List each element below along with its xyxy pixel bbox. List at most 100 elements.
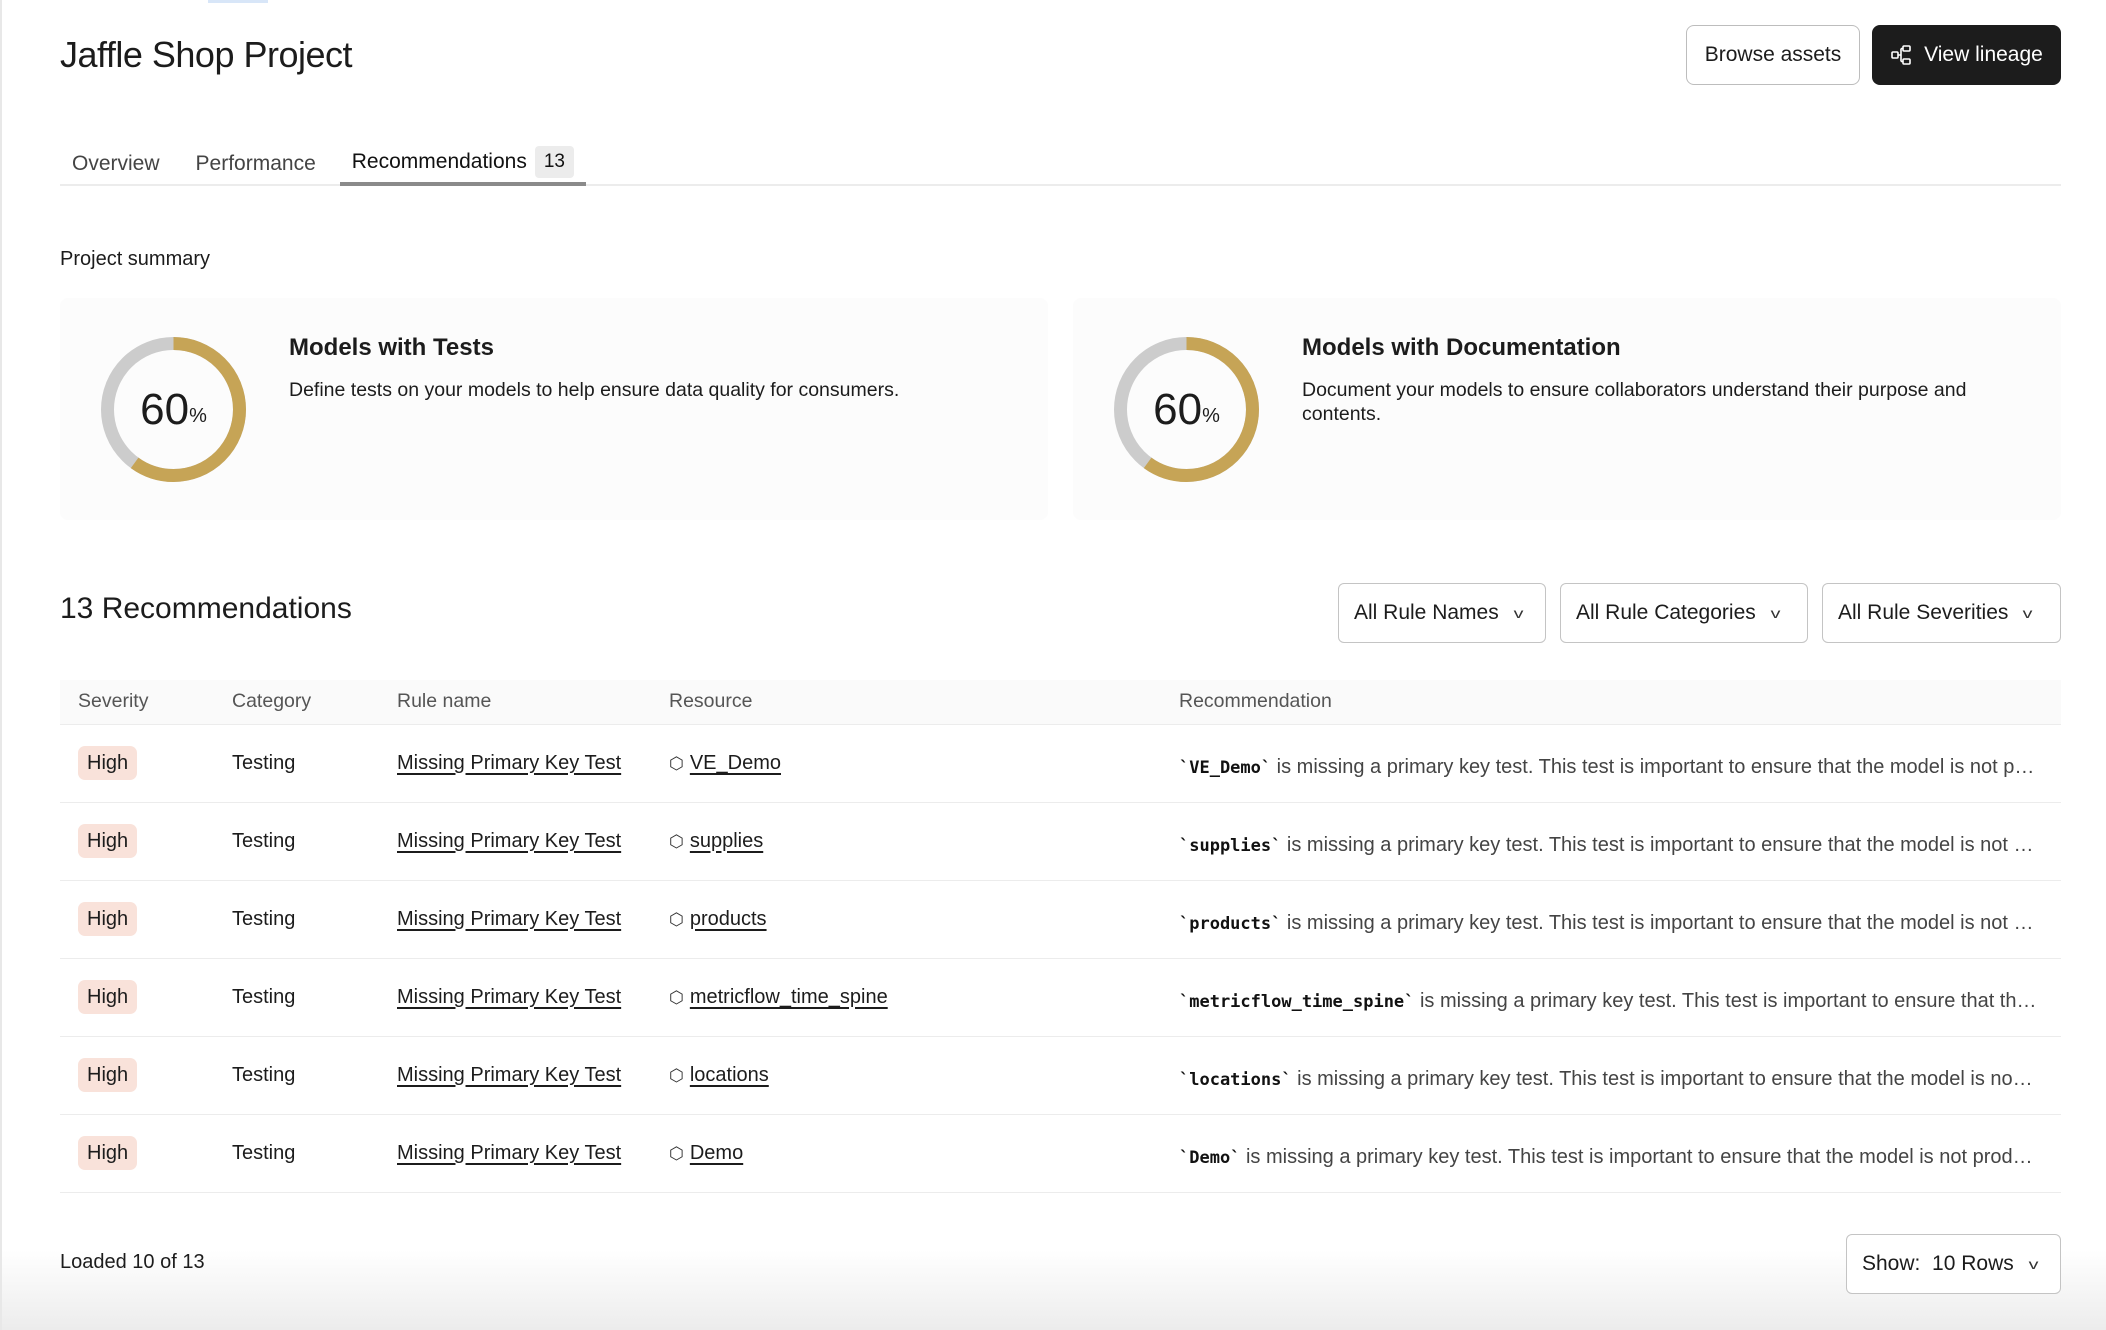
rule-name-link[interactable]: Missing Primary Key Test (397, 1063, 622, 1086)
browse-assets-button[interactable]: Browse assets (1686, 25, 1860, 85)
column-recommendation[interactable]: Recommendation (1179, 680, 2061, 725)
card-description: Document your models to ensure collabora… (1302, 379, 1967, 425)
tab-performance[interactable]: Performance (184, 142, 328, 186)
view-lineage-label: View lineage (1924, 43, 2043, 66)
recommendation-cell: `Demo` is missing a primary key test. Th… (1179, 1114, 2061, 1193)
left-border (0, 0, 2, 1330)
resource-link[interactable]: Demo (689, 1141, 744, 1164)
rule-name-cell: Missing Primary Key Test (397, 1114, 669, 1193)
rule-name-cell: Missing Primary Key Test (397, 958, 669, 1037)
recommendations-title: 13 Recommendations (60, 592, 352, 625)
column-severity[interactable]: Severity (60, 680, 232, 725)
severity-cell: High (60, 958, 232, 1037)
donut-progress (101, 337, 246, 482)
resource-cell: ⬡ locations (669, 1036, 1179, 1115)
table-header: Severity Category Rule name Resource Rec… (60, 680, 2061, 725)
browse-assets-label: Browse assets (1704, 43, 1842, 66)
severity-cell: High (60, 1036, 232, 1115)
resource-code: `products` (1179, 913, 1282, 934)
rows-per-page-select[interactable]: Show: 10 Rows v (1846, 1234, 2061, 1294)
model-cube-icon: ⬡ (669, 753, 684, 773)
table-row[interactable]: High Testing Missing Primary Key Test ⬡ l… (60, 1036, 2061, 1115)
resource-link[interactable]: products (689, 907, 767, 930)
recommendation-text: is missing a primary key test. This test… (1286, 911, 2061, 934)
recommendation-cell: `metricflow_time_spine` is missing a pri… (1179, 958, 2061, 1037)
severity-cell: High (60, 880, 232, 959)
model-cube-icon: ⬡ (669, 831, 684, 851)
section-title: Project summary (60, 248, 211, 270)
lineage-icon (1891, 45, 1911, 65)
recommendation-cell: `products` is missing a primary key test… (1179, 880, 2061, 959)
recommendations-table: Severity Category Rule name Resource Rec… (60, 680, 2061, 1193)
table-row[interactable]: High Testing Missing Primary Key Test ⬡ D… (60, 1114, 2061, 1193)
rule-categories-filter[interactable]: All Rule Categories v (1560, 583, 1808, 643)
column-resource[interactable]: Resource (669, 680, 1179, 725)
tab-recommendations[interactable]: Recommendations 13 (339, 142, 586, 186)
resource-cell: ⬡ supplies (669, 802, 1179, 881)
severity-badge: High (78, 979, 138, 1014)
progress-donut (1114, 337, 1259, 482)
show-label-text: Show: (1862, 1252, 1921, 1275)
rule-name-link[interactable]: Missing Primary Key Test (397, 751, 622, 774)
rule-names-filter[interactable]: All Rule Names v (1338, 583, 1546, 643)
recommendation-text: is missing a primary key test. This test… (1245, 1145, 2061, 1168)
resource-code: `locations` (1179, 1069, 1292, 1090)
category-cell: Testing (232, 958, 397, 1037)
severity-badge: High (78, 1135, 138, 1170)
resource-code: `VE_Demo` (1179, 757, 1272, 778)
loaded-count: Loaded 10 of 13 (60, 1251, 205, 1273)
column-category[interactable]: Category (232, 680, 397, 725)
donut-progress (1114, 337, 1259, 482)
chevron-down-icon: v (1513, 605, 1524, 621)
recommendation-text: is missing a primary key test. This test… (1419, 989, 2061, 1012)
filter-label: All Rule Names (1354, 601, 1499, 624)
chevron-down-icon: v (2028, 1256, 2039, 1272)
tab-bar: Overview Performance Recommendations 13 (60, 142, 2061, 186)
card-title: Models with Tests (289, 334, 494, 361)
recommendation-cell: `VE_Demo` is missing a primary key test.… (1179, 724, 2061, 803)
severity-cell: High (60, 802, 232, 881)
rule-name-link[interactable]: Missing Primary Key Test (397, 985, 622, 1008)
resource-link[interactable]: metricflow_time_spine (689, 985, 888, 1008)
resource-cell: ⬡ products (669, 880, 1179, 959)
rule-name-link[interactable]: Missing Primary Key Test (397, 1141, 622, 1164)
show-value: 10 Rows (1932, 1252, 2014, 1275)
filter-label: All Rule Severities (1838, 601, 2009, 624)
view-lineage-button[interactable]: View lineage (1872, 25, 2061, 85)
model-cube-icon: ⬡ (669, 1143, 684, 1163)
count-badge: 13 (534, 146, 574, 178)
tab-label: Overview (72, 152, 160, 175)
recommendation-cell: `locations` is missing a primary key tes… (1179, 1036, 2061, 1115)
table-row[interactable]: High Testing Missing Primary Key Test ⬡ m… (60, 958, 2061, 1037)
summary-card: 60% Models with Tests Define tests on yo… (60, 298, 1048, 520)
page-title: Jaffle Shop Project (60, 34, 353, 75)
category-cell: Testing (232, 1114, 397, 1193)
percent-value: 60% (1153, 384, 1220, 434)
category-cell: Testing (232, 880, 397, 959)
tab-overview[interactable]: Overview (60, 142, 172, 186)
severity-cell: High (60, 724, 232, 803)
resource-link[interactable]: locations (689, 1063, 769, 1086)
rule-name-link[interactable]: Missing Primary Key Test (397, 829, 622, 852)
category-cell: Testing (232, 1036, 397, 1115)
table-row[interactable]: High Testing Missing Primary Key Test ⬡ s… (60, 802, 2061, 881)
resource-link[interactable]: VE_Demo (689, 751, 781, 774)
resource-cell: ⬡ Demo (669, 1114, 1179, 1193)
severity-badge: High (78, 1057, 138, 1092)
resource-code: `supplies` (1179, 835, 1282, 856)
chevron-down-icon: v (2023, 605, 2033, 621)
resource-cell: ⬡ VE_Demo (669, 724, 1179, 803)
filter-label: All Rule Categories (1576, 601, 1756, 624)
rule-severities-filter[interactable]: All Rule Severities v (1822, 583, 2061, 643)
recommendation-text: is missing a primary key test. This test… (1286, 833, 2061, 856)
severity-badge: High (78, 901, 138, 936)
table-row[interactable]: High Testing Missing Primary Key Test ⬡ p… (60, 880, 2061, 959)
model-cube-icon: ⬡ (669, 987, 684, 1007)
summary-card: 60% Models with Documentation Document y… (1073, 298, 2061, 520)
column-rule-name[interactable]: Rule name (397, 680, 669, 725)
table-row[interactable]: High Testing Missing Primary Key Test ⬡ V… (60, 724, 2061, 803)
chevron-down-icon: v (1770, 605, 1781, 621)
resource-link[interactable]: supplies (689, 829, 764, 852)
bottom-fade (0, 1250, 2106, 1330)
rule-name-link[interactable]: Missing Primary Key Test (397, 907, 622, 930)
